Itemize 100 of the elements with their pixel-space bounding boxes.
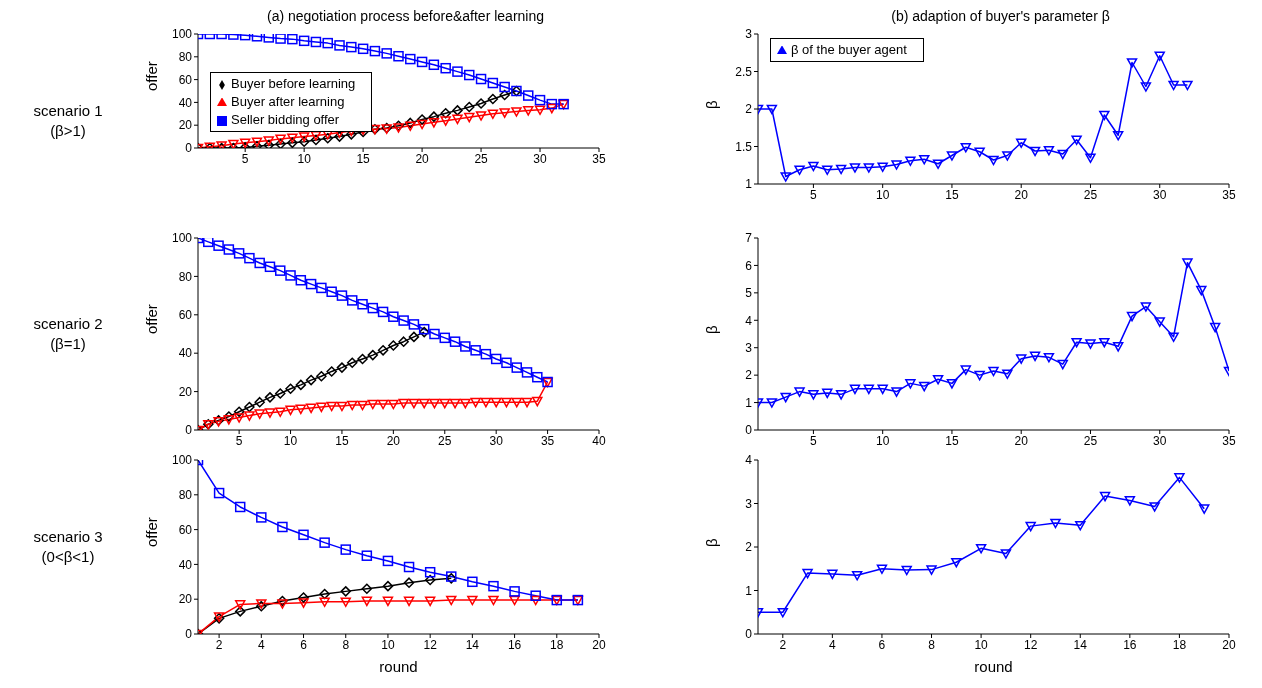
y-tick-label: 100 xyxy=(171,231,193,246)
point xyxy=(464,69,475,81)
y-tick-label: 100 xyxy=(171,453,193,468)
point xyxy=(1174,473,1185,483)
point xyxy=(416,56,428,68)
point xyxy=(285,270,296,281)
x-tick-label: 5 xyxy=(235,433,243,448)
point xyxy=(316,282,327,294)
point xyxy=(926,565,937,575)
point xyxy=(298,529,309,541)
point xyxy=(405,117,416,129)
point xyxy=(244,411,255,421)
point xyxy=(1029,146,1041,157)
point xyxy=(487,77,499,89)
x-tick-label: 10 xyxy=(876,433,890,448)
point xyxy=(835,389,847,400)
point xyxy=(470,345,481,356)
point xyxy=(877,384,888,395)
point xyxy=(546,103,558,114)
point xyxy=(326,286,337,298)
point xyxy=(449,336,461,347)
y-tick-label: 20 xyxy=(178,384,193,399)
point xyxy=(891,387,902,397)
point xyxy=(932,159,944,169)
point xyxy=(277,595,288,607)
point xyxy=(546,98,558,110)
point xyxy=(1154,51,1165,61)
point xyxy=(357,298,368,310)
point xyxy=(405,53,416,65)
y-tick-label: 0 xyxy=(745,627,753,642)
point xyxy=(439,398,451,409)
y-tick-label: 6 xyxy=(745,258,753,273)
point xyxy=(213,240,224,251)
point xyxy=(960,142,972,153)
point xyxy=(794,387,805,397)
point xyxy=(1057,359,1069,370)
point xyxy=(361,550,373,561)
x-tick-label: 20 xyxy=(415,151,430,166)
legend-label: β of the buyer agent xyxy=(791,42,907,57)
point xyxy=(449,398,461,409)
point xyxy=(467,595,478,606)
text: (0<β<1) xyxy=(40,547,96,567)
point xyxy=(256,512,267,523)
point xyxy=(1075,520,1086,531)
point xyxy=(305,374,317,386)
y-tick-label: 7 xyxy=(745,231,753,246)
point xyxy=(340,597,351,608)
x-tick-label: 35 xyxy=(592,151,606,166)
y-tick-label: 4 xyxy=(745,453,753,468)
point xyxy=(334,40,345,51)
point xyxy=(1050,518,1061,529)
point xyxy=(1154,317,1165,327)
point xyxy=(1099,110,1110,121)
point xyxy=(233,406,245,418)
point xyxy=(322,133,333,144)
x-tick-label: 15 xyxy=(945,187,959,202)
point xyxy=(849,163,861,173)
x-tick-label: 10 xyxy=(381,637,395,652)
point xyxy=(1149,502,1160,512)
y-tick-label: 60 xyxy=(178,522,193,537)
point xyxy=(357,353,368,365)
point xyxy=(439,332,451,344)
point xyxy=(522,106,534,116)
point xyxy=(891,160,902,170)
point xyxy=(1126,58,1138,68)
point xyxy=(1140,82,1152,92)
point xyxy=(501,397,512,408)
point xyxy=(388,399,399,410)
point xyxy=(1099,337,1110,348)
y-tick-label: 60 xyxy=(178,72,193,87)
point xyxy=(1015,138,1027,148)
point xyxy=(988,366,999,377)
x-tick-label: 16 xyxy=(1123,637,1137,652)
point xyxy=(1099,491,1111,502)
point xyxy=(464,112,475,123)
point xyxy=(264,261,276,273)
point xyxy=(398,336,409,347)
x-tick-label: 4 xyxy=(829,637,837,652)
point xyxy=(1112,130,1124,141)
y-tick-label: 100 xyxy=(171,27,193,42)
x-tick-label: 14 xyxy=(1073,637,1088,652)
point xyxy=(475,111,487,121)
point xyxy=(777,607,789,618)
point xyxy=(398,398,409,409)
point xyxy=(511,107,522,117)
x-tick-label: 20 xyxy=(1222,637,1236,652)
y-axis-title: offer xyxy=(143,61,161,91)
point xyxy=(367,399,379,410)
point xyxy=(509,595,520,606)
point xyxy=(766,104,778,115)
point xyxy=(490,353,502,365)
point xyxy=(802,568,813,579)
point xyxy=(488,595,499,606)
x-tick-label: 12 xyxy=(1024,637,1038,652)
point xyxy=(440,116,451,126)
x-tick-label: 2 xyxy=(779,637,787,652)
point xyxy=(1071,135,1082,145)
point xyxy=(511,362,522,373)
y-tick-label: 1 xyxy=(745,177,753,192)
point xyxy=(1196,285,1207,296)
